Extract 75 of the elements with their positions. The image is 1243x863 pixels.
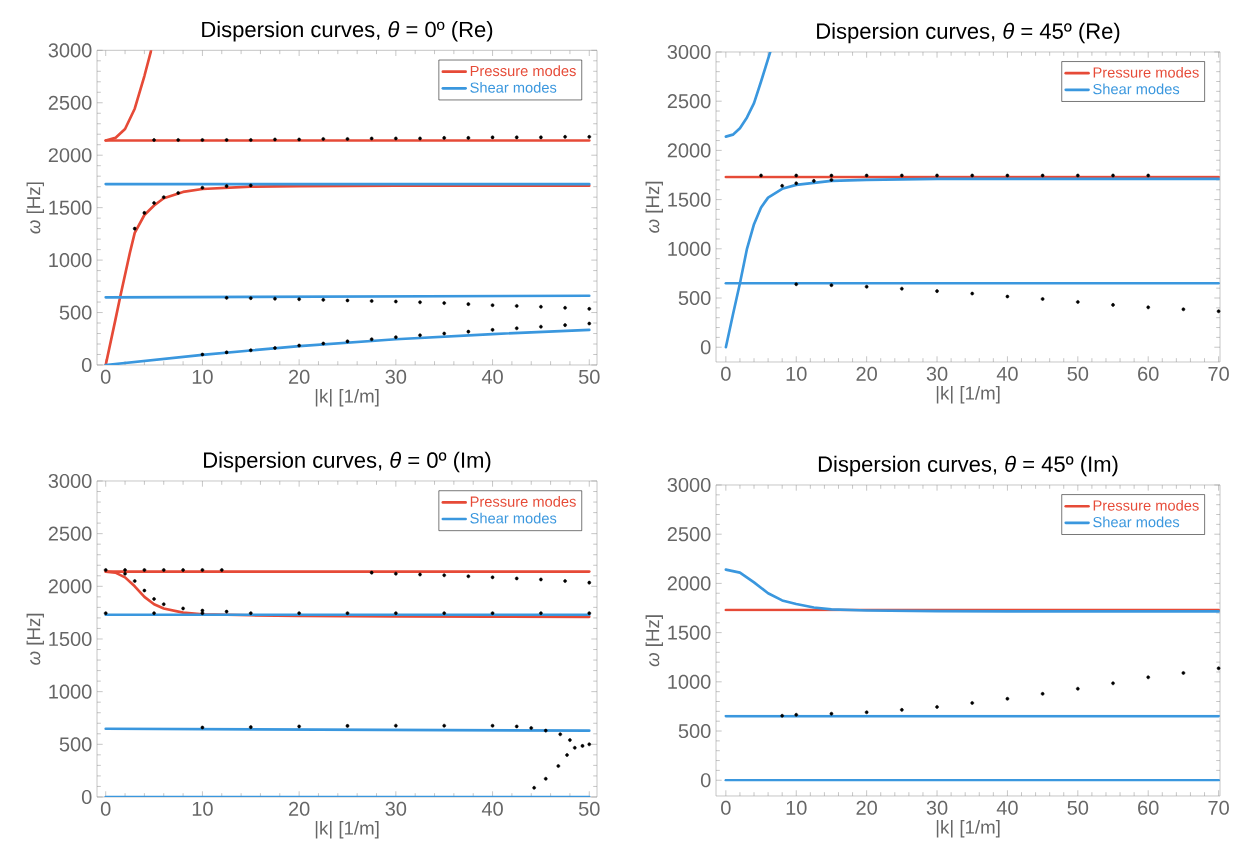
x-tick-label: 10 (192, 801, 213, 816)
y-tick-label: 1500 (49, 631, 92, 647)
x-tick-label: 30 (926, 366, 948, 381)
y-tick-label: 3000 (48, 43, 92, 58)
y-tick-label: 2000 (667, 576, 711, 591)
x-axis-title: |k| [1/m] (315, 821, 379, 839)
x-tick-label: 10 (192, 369, 213, 384)
x-tick-label: 10 (786, 800, 807, 815)
y-axis-title: ω [Hz] (645, 181, 663, 233)
x-tick-label: 60 (1138, 800, 1159, 815)
y-tick-label: 3000 (48, 473, 92, 489)
x-tick-label: 70 (1208, 800, 1229, 815)
x-tick-label: 40 (996, 800, 1018, 815)
y-tick-label: 500 (59, 737, 92, 752)
x-tick-label: 50 (1067, 366, 1089, 381)
y-tick-label: 500 (59, 305, 92, 320)
legend-label: Shear modes (470, 81, 557, 93)
y-tick-label: 2500 (667, 94, 711, 109)
y-tick-label: 0 (700, 773, 711, 788)
y-tick-label: 500 (678, 290, 711, 306)
legend-label: Shear modes (1093, 516, 1180, 528)
x-tick-label: 30 (926, 800, 948, 815)
y-tick-label: 500 (678, 723, 711, 739)
y-tick-label: 0 (81, 789, 92, 805)
y-tick-label: 1000 (668, 674, 711, 689)
x-tick-label: 40 (481, 801, 503, 816)
x-tick-label: 0 (721, 366, 731, 381)
y-tick-label: 2500 (48, 95, 92, 110)
x-tick-label: 20 (289, 801, 310, 816)
y-tick-label: 2500 (667, 527, 711, 542)
x-axis-title: |k| [1/m] (936, 386, 1000, 404)
y-tick-label: 2000 (48, 579, 92, 594)
legend-label: Shear modes (1093, 83, 1180, 95)
x-axis-title: |k| [1/m] (936, 820, 1000, 838)
x-tick-label: 30 (385, 369, 407, 384)
x-tick-label: 20 (856, 800, 877, 815)
y-tick-label: 2000 (48, 148, 92, 163)
legend-label: Shear modes (470, 512, 557, 524)
x-tick-label: 60 (1138, 366, 1159, 381)
y-tick-label: 2500 (48, 526, 92, 541)
x-tick-label: 0 (100, 369, 111, 384)
legend-label: Pressure modes (470, 496, 576, 507)
chart-title: Dispersion curves, θ = 0º (Re) (202, 21, 493, 42)
y-tick-label: 2000 (667, 143, 711, 158)
y-tick-label: 1500 (49, 200, 92, 215)
y-tick-label: 0 (700, 340, 711, 355)
chart-title: Dispersion curves, θ = 0º (Im) (204, 451, 491, 473)
legend-label: Pressure modes (1093, 499, 1199, 511)
chart-title: Dispersion curves, θ = 45º (Im) (818, 455, 1118, 477)
x-tick-label: 40 (481, 369, 503, 384)
x-tick-label: 30 (385, 801, 407, 816)
x-axis-title: |k| [1/m] (315, 389, 379, 407)
y-axis-title: ω [Hz] (645, 615, 663, 667)
y-axis-title: ω [Hz] (26, 182, 44, 234)
x-tick-label: 0 (721, 800, 731, 815)
x-tick-label: 50 (578, 801, 600, 816)
chart-title: Dispersion curves, θ = 45º (Re) (817, 22, 1120, 44)
x-tick-label: 50 (1067, 800, 1089, 815)
y-tick-label: 3000 (667, 44, 711, 60)
y-tick-label: 1500 (668, 192, 711, 207)
y-tick-label: 1500 (668, 625, 711, 640)
x-tick-label: 10 (786, 366, 807, 381)
x-tick-label: 20 (856, 366, 877, 381)
legend-label: Pressure modes (1093, 66, 1199, 78)
x-tick-label: 20 (289, 369, 310, 384)
y-axis-title: ω [Hz] (26, 613, 44, 665)
y-tick-label: 3000 (667, 477, 711, 493)
y-tick-label: 1000 (49, 253, 92, 268)
y-tick-label: 1000 (668, 241, 711, 256)
x-tick-label: 50 (578, 369, 600, 384)
y-tick-label: 1000 (49, 684, 92, 699)
x-tick-label: 40 (996, 366, 1018, 381)
legend-label: Pressure modes (470, 65, 576, 77)
x-tick-label: 0 (100, 801, 111, 816)
x-tick-label: 70 (1208, 366, 1229, 381)
